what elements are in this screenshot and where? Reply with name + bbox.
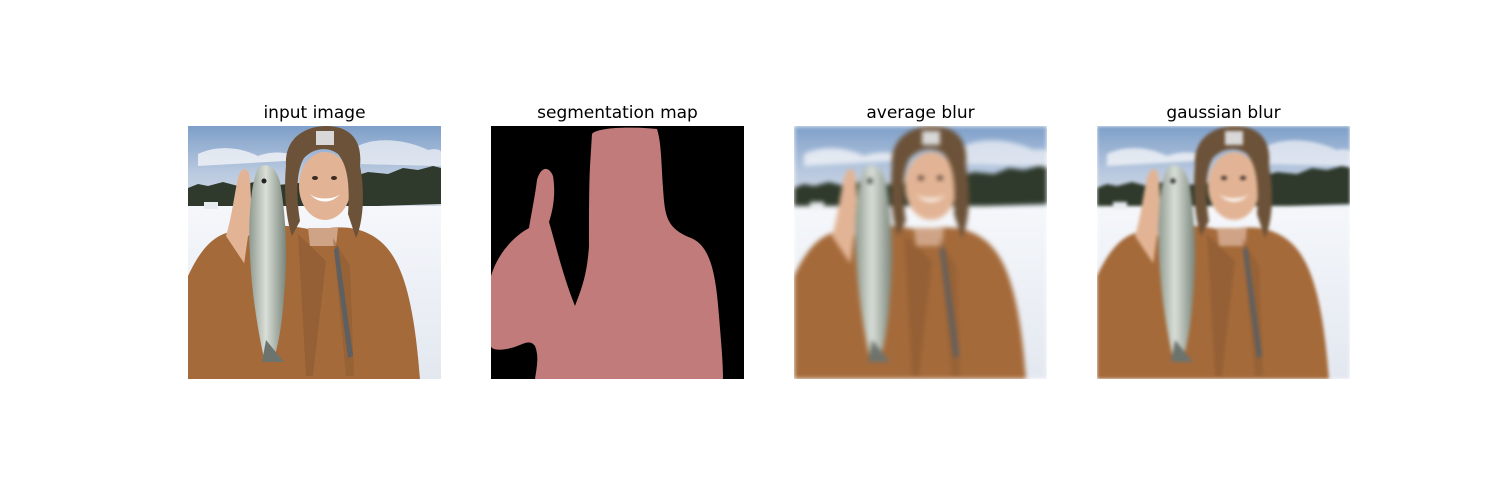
gaussian-blur-image (1097, 126, 1350, 379)
segmentation-map-image (491, 126, 744, 379)
panel-title: segmentation map (537, 103, 698, 123)
average-blur-image (794, 126, 1047, 379)
panel-average-blur: average blur (794, 100, 1047, 379)
panel-input-image: input image (188, 100, 441, 379)
panel-segmentation-map: segmentation map (491, 100, 744, 379)
panel-gaussian-blur: gaussian blur (1097, 100, 1350, 379)
segmentation-person-mask (491, 127, 723, 379)
panel-title: average blur (866, 103, 975, 123)
panel-title: gaussian blur (1166, 103, 1281, 123)
input-image (188, 126, 441, 379)
panel-title: input image (263, 103, 366, 123)
